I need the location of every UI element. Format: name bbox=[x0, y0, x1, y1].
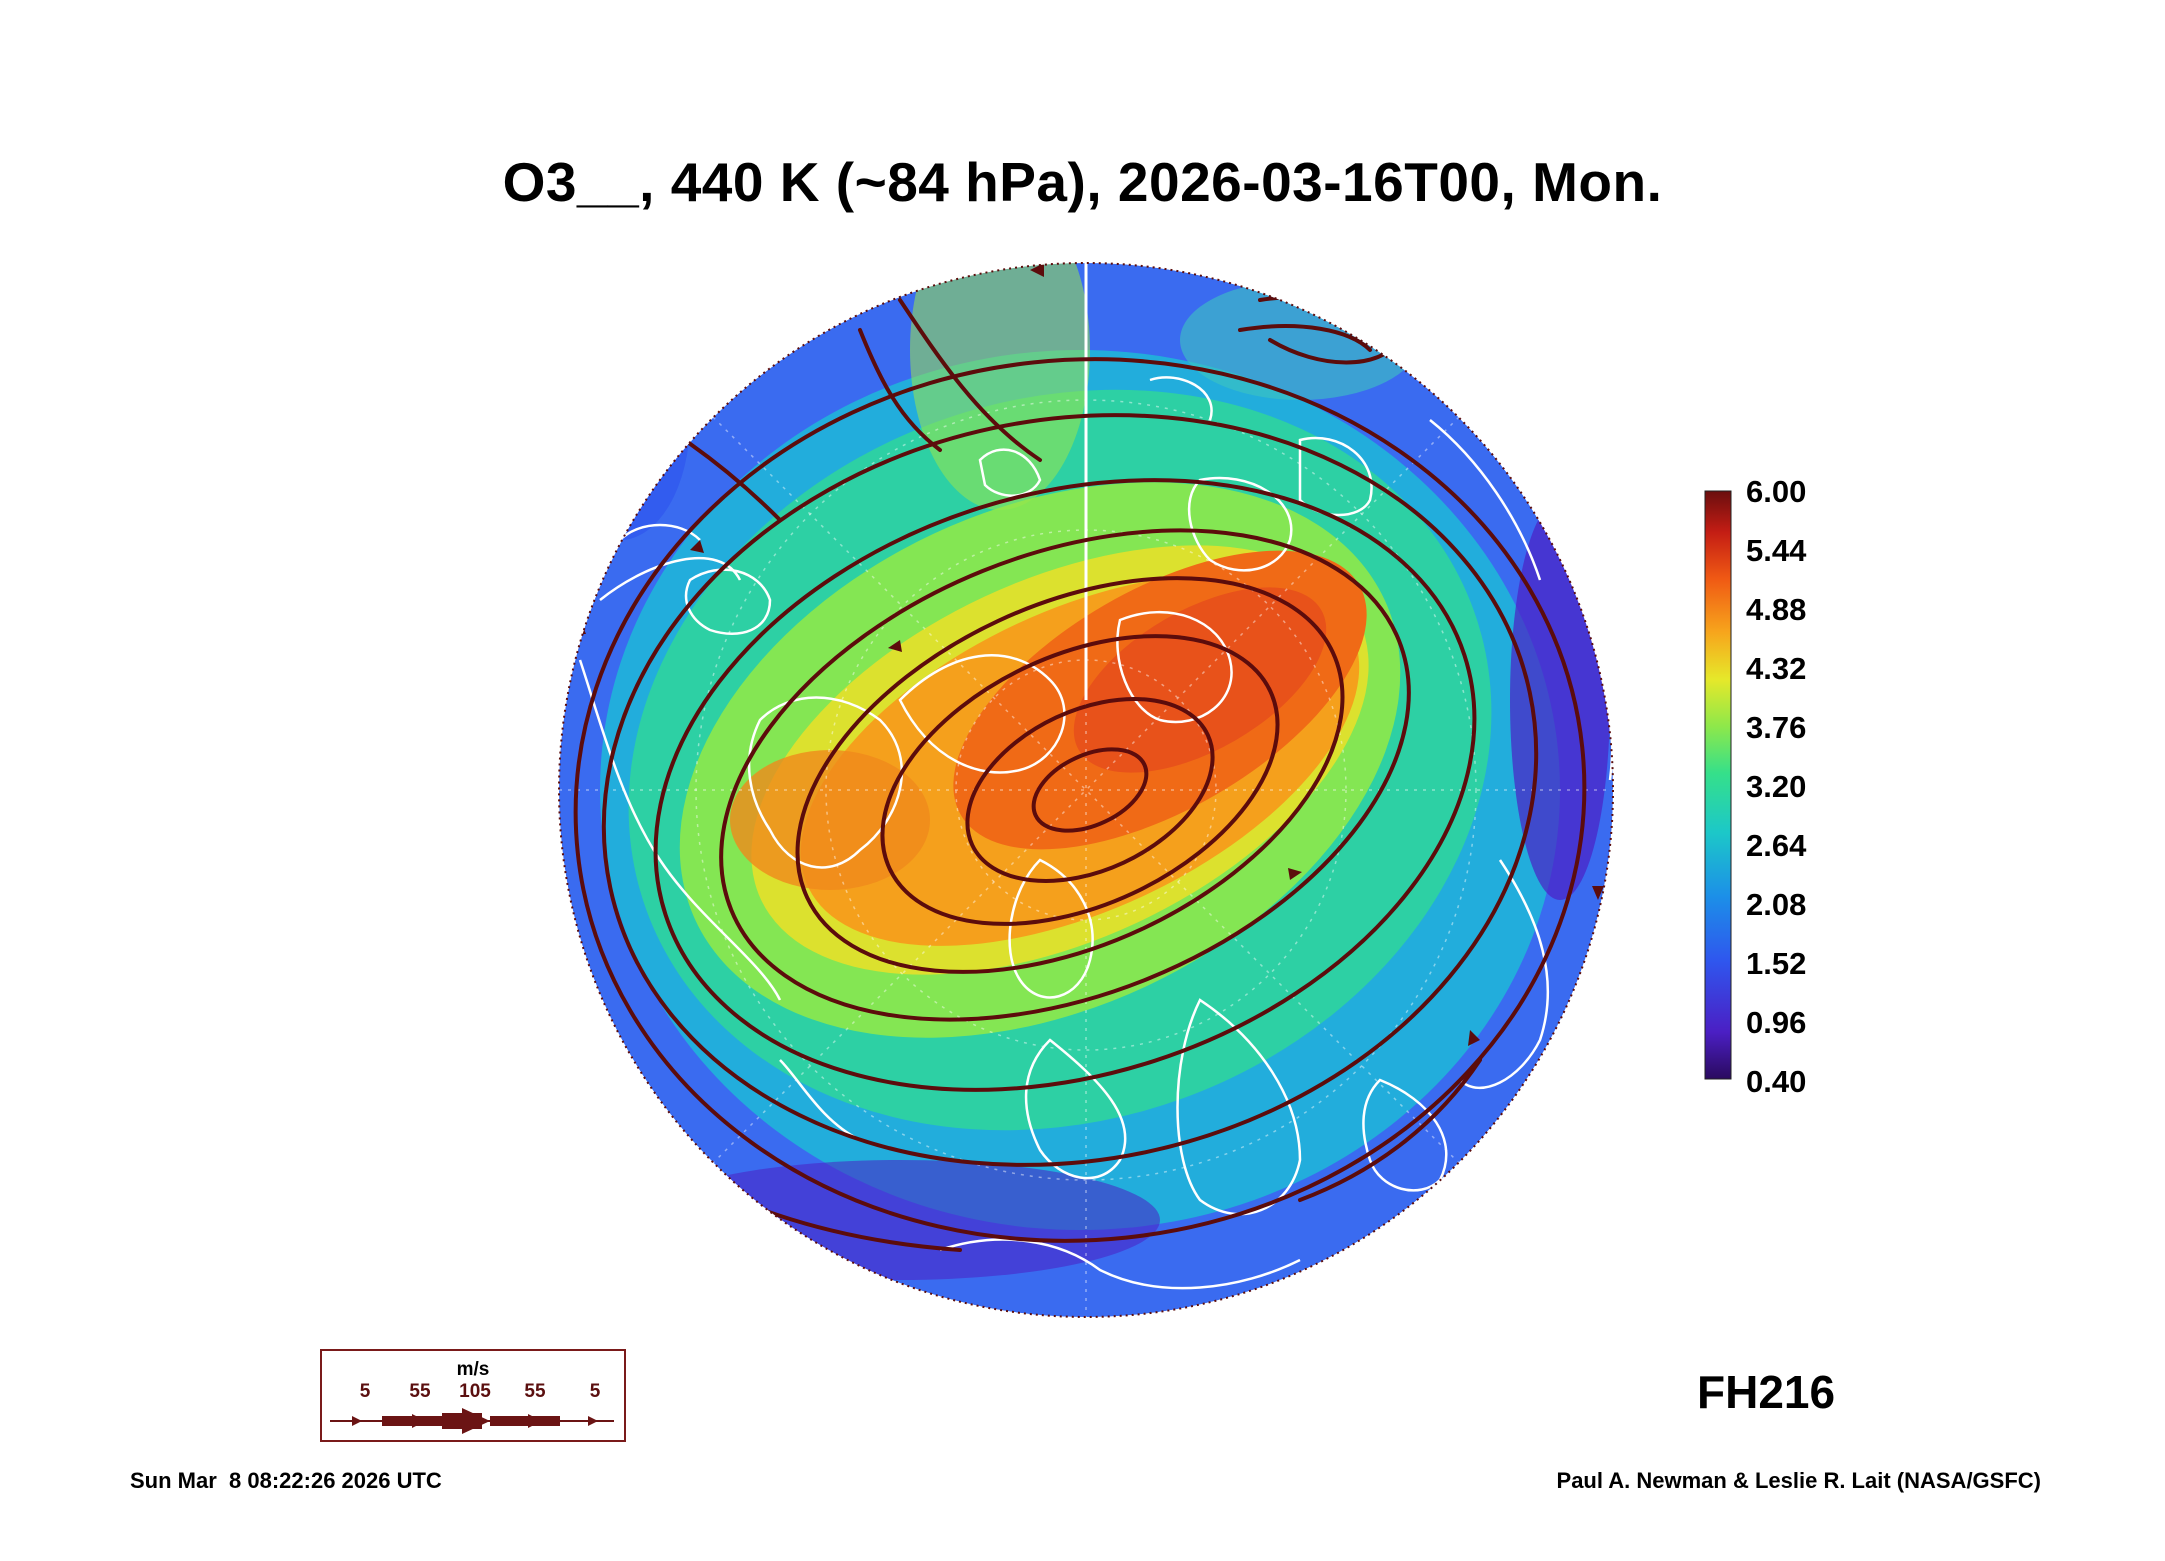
wind-streamlines bbox=[573, 295, 1587, 1252]
wind-legend-tick: 55 bbox=[409, 1381, 431, 1402]
wind-legend-tick: 55 bbox=[524, 1381, 546, 1402]
colorbar-label: 6.00 bbox=[1746, 474, 1807, 509]
colorbar-label: 2.64 bbox=[1746, 828, 1807, 863]
ozone-field bbox=[559, 263, 1613, 1317]
colorbar-label: 2.08 bbox=[1746, 887, 1807, 922]
colorbar bbox=[1704, 490, 1732, 1080]
wind-legend-arrow bbox=[330, 1408, 614, 1434]
globe-outline bbox=[558, 262, 1614, 1318]
page-title: O3__, 440 K (~84 hPa), 2026-03-16T00, Mo… bbox=[502, 151, 1663, 213]
wind-speed-legend: m/s 5 55 105 55 5 bbox=[320, 1349, 626, 1442]
colorbar-label: 0.96 bbox=[1746, 1005, 1807, 1040]
wind-legend-tick: 5 bbox=[359, 1381, 371, 1402]
colorbar-label: 3.76 bbox=[1746, 710, 1807, 745]
forecast-hour-label: FH216 bbox=[1697, 1366, 1836, 1418]
colorbar-label: 3.20 bbox=[1746, 769, 1807, 804]
wind-legend-unit: m/s bbox=[456, 1359, 490, 1380]
colorbar-label: 4.32 bbox=[1746, 651, 1807, 686]
wind-legend-tick: 5 bbox=[589, 1381, 601, 1402]
coastlines bbox=[578, 376, 1613, 1290]
colorbar-label: 0.40 bbox=[1746, 1064, 1807, 1099]
footer-credit: Paul A. Newman & Leslie R. Lait (NASA/GS… bbox=[1556, 1468, 2041, 1493]
wind-legend-tick: 105 bbox=[459, 1381, 491, 1402]
colorbar-label: 1.52 bbox=[1746, 946, 1807, 981]
colorbar-label: 4.88 bbox=[1746, 592, 1807, 627]
footer-timestamp: Sun Mar 8 08:22:26 2026 UTC bbox=[130, 1468, 442, 1493]
colorbar-label: 5.44 bbox=[1746, 533, 1807, 568]
